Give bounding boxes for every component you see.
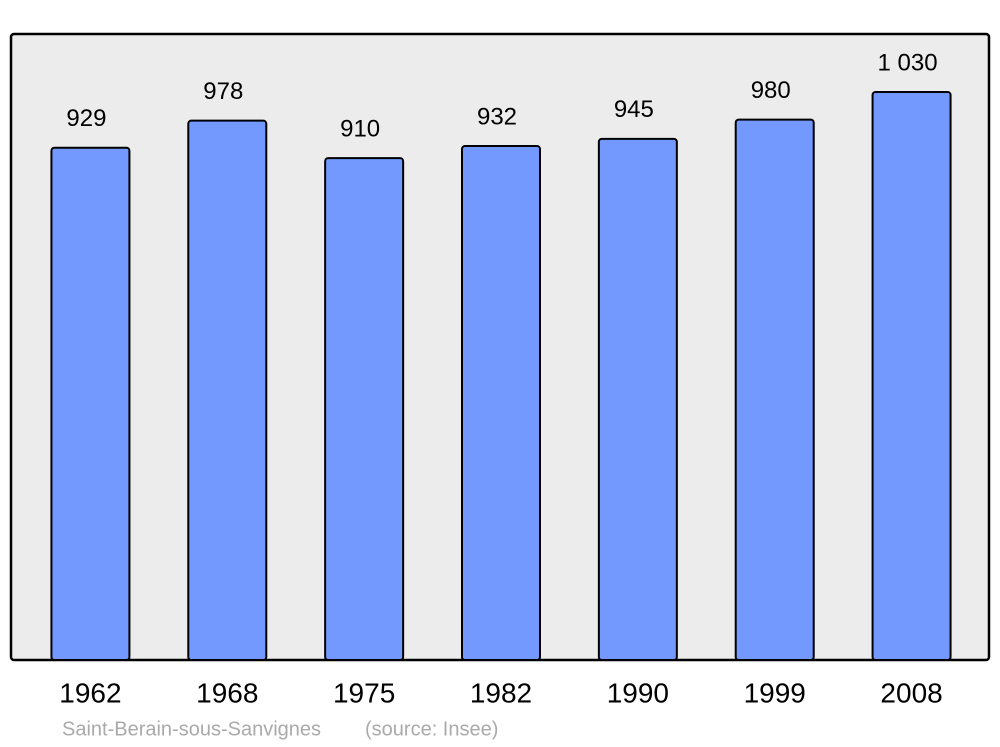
x-tick-label: 1968 (196, 677, 258, 708)
value-label: 980 (751, 77, 791, 104)
value-label: 910 (340, 116, 380, 143)
bar (461, 145, 541, 661)
value-label: 978 (203, 78, 243, 105)
value-label: 945 (614, 96, 654, 123)
x-tick-label: 2008 (880, 677, 942, 708)
value-label: 929 (66, 105, 106, 132)
x-tick-label: 1990 (607, 677, 669, 708)
bar (597, 137, 678, 661)
bar (50, 146, 131, 661)
bar (187, 119, 268, 662)
value-label: 932 (477, 103, 517, 130)
bar (324, 157, 405, 662)
x-tick-label: 1975 (333, 677, 395, 708)
caption: Saint-Berain-sous-Sanvignes (62, 718, 321, 740)
bar (871, 91, 952, 661)
value-label: 1 030 (878, 49, 938, 76)
x-tick-label: 1999 (744, 677, 806, 708)
source: (source: Insee) (365, 718, 498, 740)
x-tick-label: 1962 (59, 677, 121, 708)
x-tick-label: 1982 (470, 677, 532, 708)
bar (734, 118, 815, 661)
